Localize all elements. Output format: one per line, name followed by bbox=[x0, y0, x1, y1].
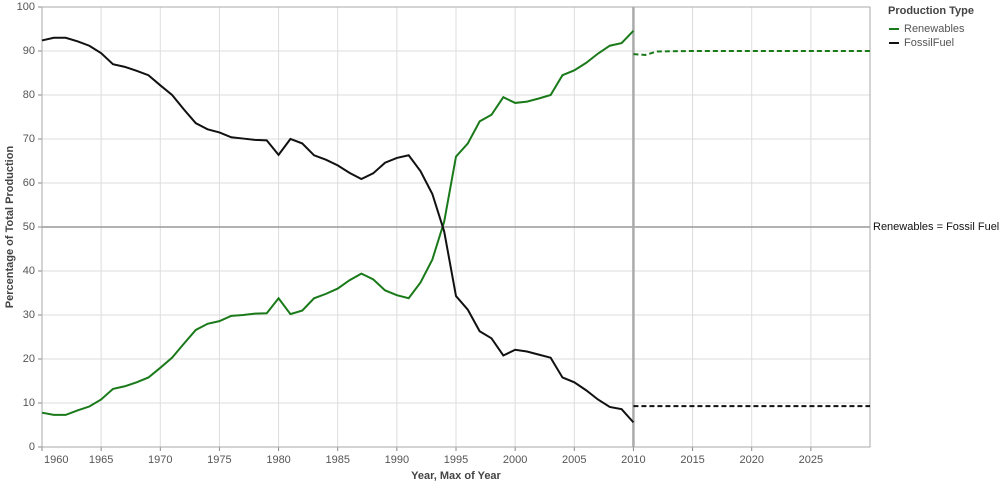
x-axis-title: Year, Max of Year bbox=[411, 470, 501, 482]
y-tick-label: 100 bbox=[17, 1, 35, 13]
y-tick-label: 10 bbox=[23, 397, 35, 409]
x-tick-label: 1990 bbox=[385, 454, 409, 466]
y-tick-label: 30 bbox=[23, 309, 35, 321]
legend-label: Renewables bbox=[904, 23, 965, 35]
y-tick-label: 70 bbox=[23, 133, 35, 145]
y-tick-label: 20 bbox=[23, 353, 35, 365]
y-tick-label: 0 bbox=[29, 441, 35, 453]
reference-label: Renewables = Fossil Fuel bbox=[873, 221, 999, 233]
x-tick-label: 2000 bbox=[503, 454, 527, 466]
legend-title: Production Type bbox=[888, 5, 974, 17]
x-tick-label: 2020 bbox=[739, 454, 763, 466]
legend-label: FossilFuel bbox=[904, 37, 954, 49]
x-tick-label: 1985 bbox=[325, 454, 349, 466]
x-tick-label: 1970 bbox=[148, 454, 172, 466]
y-tick-label: 60 bbox=[23, 177, 35, 189]
x-tick-label: 2015 bbox=[680, 454, 704, 466]
x-tick-label: 2025 bbox=[799, 454, 823, 466]
x-tick-label: 1960 bbox=[44, 454, 68, 466]
series-line bbox=[41, 36, 635, 424]
y-tick-label: 90 bbox=[23, 45, 35, 57]
y-tick-label: 80 bbox=[23, 89, 35, 101]
x-tick-label: 2005 bbox=[562, 454, 586, 466]
x-tick-label: 1965 bbox=[89, 454, 113, 466]
projection-line bbox=[633, 50, 870, 56]
x-tick-label: 2010 bbox=[621, 454, 645, 466]
x-tick-label: 1995 bbox=[444, 454, 468, 466]
series-line bbox=[41, 30, 635, 416]
y-axis-title: Percentage of Total Production bbox=[4, 146, 16, 309]
x-tick-label: 1975 bbox=[207, 454, 231, 466]
y-tick-label: 50 bbox=[23, 221, 35, 233]
x-tick-label: 1980 bbox=[266, 454, 290, 466]
y-tick-label: 40 bbox=[23, 265, 35, 277]
